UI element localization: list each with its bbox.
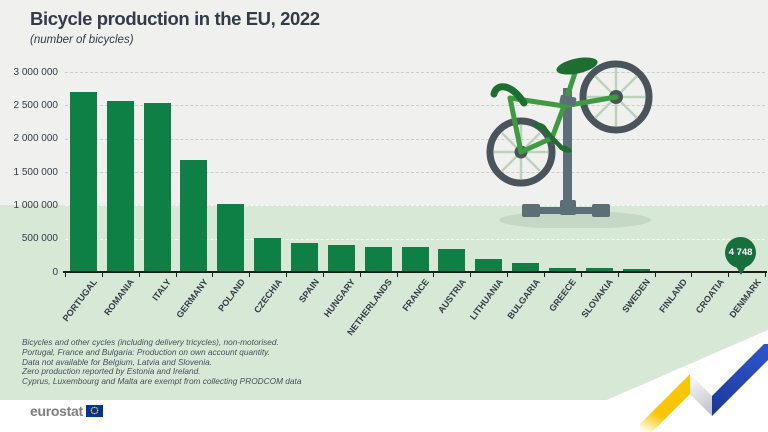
bar-sweden — [622, 269, 650, 272]
chart-subtitle: (number of bicycles) — [30, 34, 134, 46]
y-axis-label: 500 000 — [21, 233, 58, 245]
axis-tick — [507, 272, 509, 277]
arrow-blue-segment — [712, 344, 768, 416]
footnote-line: Zero production reported by Estonia and … — [22, 366, 201, 377]
gridline-2000000 — [65, 138, 765, 140]
y-axis-label: 0 — [52, 266, 58, 278]
bar-romania — [106, 101, 134, 272]
arrow-yellow-segment — [640, 374, 690, 432]
axis-tick — [617, 272, 619, 277]
bar-poland — [217, 204, 245, 272]
axis-tick — [580, 272, 582, 277]
footnote-line: Portugal, France and Bulgaria: Productio… — [22, 346, 270, 357]
bike-cranks — [541, 125, 564, 150]
stand-clamp — [559, 94, 577, 107]
chart-title: Bicycle production in the EU, 2022 — [30, 8, 320, 29]
bar-hungary — [327, 245, 355, 272]
axis-tick — [175, 272, 177, 277]
bike-saddle — [556, 57, 598, 75]
bar-greece — [548, 268, 576, 272]
axis-tick — [396, 272, 398, 277]
y-axis-label: 1 500 000 — [13, 166, 59, 178]
eu-flag-icon — [85, 405, 103, 417]
y-axis-label: 2 500 000 — [13, 99, 59, 111]
bar-netherlands — [364, 247, 392, 272]
x-axis-line — [63, 271, 767, 273]
bicycle-illustration — [486, 57, 653, 228]
gridline-3000000 — [65, 72, 765, 73]
bar-italy — [143, 103, 171, 272]
axis-tick — [691, 272, 693, 277]
axis-tick — [212, 272, 214, 277]
bar-spain — [291, 243, 318, 272]
gridline-1000000 — [65, 205, 765, 207]
bike-handlebar — [490, 83, 528, 107]
footnote-line: Bicycles and other cycles (including del… — [22, 337, 279, 347]
axis-tick — [359, 272, 361, 277]
y-axis-label: 3 000 000 — [13, 66, 59, 78]
footnote-line: Data not available for Belgium, Latvia a… — [22, 356, 213, 367]
gridline-2500000 — [65, 105, 765, 107]
axis-tick — [543, 272, 545, 277]
gridline-1500000 — [65, 172, 765, 173]
footnote-line: Cyprus, Luxembourg and Malta are exempt … — [22, 376, 302, 387]
bar-france — [401, 247, 429, 272]
axis-tick — [654, 272, 656, 277]
axis-tick — [65, 272, 66, 277]
eurostat-logo: eurostat — [30, 403, 103, 419]
bar-germany — [180, 160, 208, 272]
axis-tick — [101, 272, 103, 277]
callout-pointer-icon — [733, 263, 748, 275]
arrow-gray-segment — [690, 374, 712, 416]
axis-tick — [249, 272, 251, 277]
bar-portugal — [69, 92, 97, 272]
axis-tick — [286, 272, 288, 277]
axis-tick — [138, 272, 140, 277]
eurostat-arrow-graphic — [640, 344, 768, 432]
denmark-value-callout: 4 748 — [725, 237, 757, 268]
footnotes: Bicycles and other cycles (including del… — [22, 337, 302, 387]
axis-tick — [470, 272, 472, 277]
bar-lithuania — [475, 259, 503, 272]
eurostat-logo-text: eurostat — [30, 403, 83, 419]
y-axis-label: 2 000 000 — [13, 133, 59, 145]
bar-slovakia — [585, 268, 613, 272]
axis-tick — [322, 272, 324, 277]
y-axis-label: 1 000 000 — [13, 199, 59, 211]
axis-tick — [433, 272, 435, 277]
bar-austria — [438, 249, 466, 272]
axis-tick — [765, 272, 766, 277]
gridline-500000 — [65, 238, 765, 240]
callout-value: 4 748 — [728, 247, 753, 258]
axis-tick — [728, 272, 730, 277]
bar-bulgaria — [512, 263, 539, 272]
bar-czechia — [254, 238, 282, 272]
